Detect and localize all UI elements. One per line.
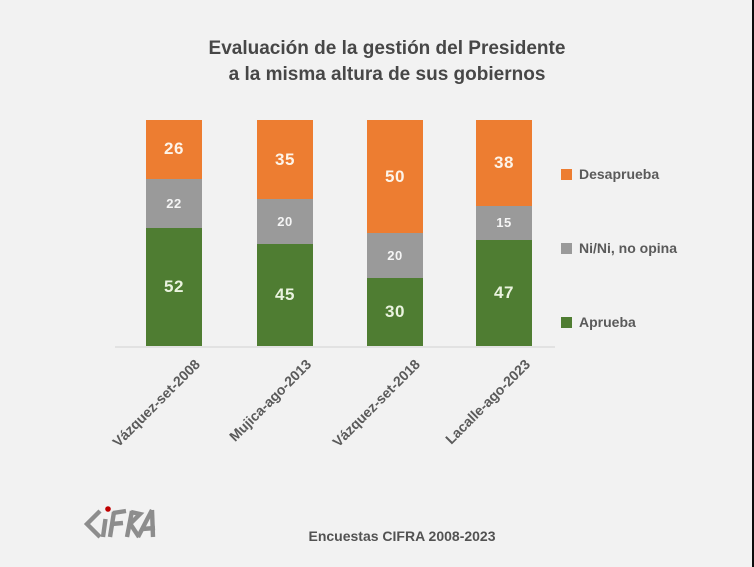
stacked-bar: 26 22 52 bbox=[146, 120, 202, 346]
legend-item-aprueba: Aprueba bbox=[561, 314, 636, 330]
segment-value-label: 20 bbox=[277, 214, 293, 230]
bar-segment: 47 bbox=[476, 239, 532, 346]
bar-segment: 38 bbox=[476, 120, 532, 206]
segment-value-label: 26 bbox=[164, 139, 184, 159]
footer-caption: Encuestas CIFRA 2008-2023 bbox=[308, 528, 496, 544]
segment-value-label: 35 bbox=[275, 149, 295, 169]
cifra-logo-letters bbox=[83, 508, 156, 539]
x-axis-category-label: Mujica-ago-2013 bbox=[225, 356, 314, 445]
stacked-bar: 50 20 30 bbox=[367, 120, 423, 346]
legend-item-desaprueba: Desaprueba bbox=[561, 166, 659, 182]
x-axis-line bbox=[115, 346, 555, 348]
x-axis-category-label: Lacalle-ago-2023 bbox=[442, 356, 534, 448]
segment-value-label: 50 bbox=[385, 166, 405, 186]
legend-item-ni-ni-no-opina: Ni/Ni, no opina bbox=[561, 240, 677, 256]
segment-value-label: 30 bbox=[385, 302, 405, 322]
bar-segment: 20 bbox=[257, 199, 313, 245]
bar-segment: 52 bbox=[146, 228, 202, 346]
segment-value-label: 20 bbox=[387, 248, 403, 264]
segment-value-label: 38 bbox=[494, 152, 514, 172]
legend-label: Aprueba bbox=[579, 314, 636, 330]
chart-title-line2: a la misma altura de sus gobiernos bbox=[228, 64, 546, 85]
segment-value-label: 45 bbox=[275, 285, 295, 305]
chart-title: Evaluación de la gestión del Presidente … bbox=[20, 36, 754, 88]
logo-red-dot bbox=[105, 506, 111, 512]
bar-segment: 50 bbox=[367, 120, 423, 233]
segment-value-label: 22 bbox=[166, 196, 182, 212]
stacked-bar: 35 20 45 bbox=[257, 120, 313, 346]
bar-segment: 15 bbox=[476, 205, 532, 240]
bar-segment: 20 bbox=[367, 233, 423, 279]
legend-label: Ni/Ni, no opina bbox=[579, 240, 677, 256]
x-axis-category-label: Vázquez-set-2008 bbox=[109, 356, 204, 450]
screen-right-edge bbox=[752, 0, 754, 567]
x-axis-category-label: Vázquez-set-2018 bbox=[329, 356, 424, 450]
segment-value-label: 47 bbox=[494, 282, 514, 302]
legend-label: Desaprueba bbox=[579, 166, 660, 182]
bar-segment: 30 bbox=[367, 278, 423, 346]
segment-value-label: 15 bbox=[496, 215, 512, 231]
chart-title-line1: Evaluación de la gestión del Presidente bbox=[208, 38, 566, 59]
legend-swatch-icon bbox=[561, 242, 572, 254]
bar-segment: 26 bbox=[146, 120, 202, 179]
legend-swatch-icon bbox=[561, 168, 572, 180]
bar-segment: 45 bbox=[257, 244, 313, 346]
bar-segment: 35 bbox=[257, 120, 313, 200]
plot-area: 26 22 52 35 20 45 50 20 30 38 15 47 bbox=[115, 120, 555, 346]
cifra-logo: CIFRA bbox=[83, 506, 156, 539]
legend-swatch-icon bbox=[561, 316, 572, 328]
bar-segment: 22 bbox=[146, 178, 202, 229]
segment-value-label: 52 bbox=[164, 277, 184, 297]
stacked-bar: 38 15 47 bbox=[476, 120, 532, 346]
